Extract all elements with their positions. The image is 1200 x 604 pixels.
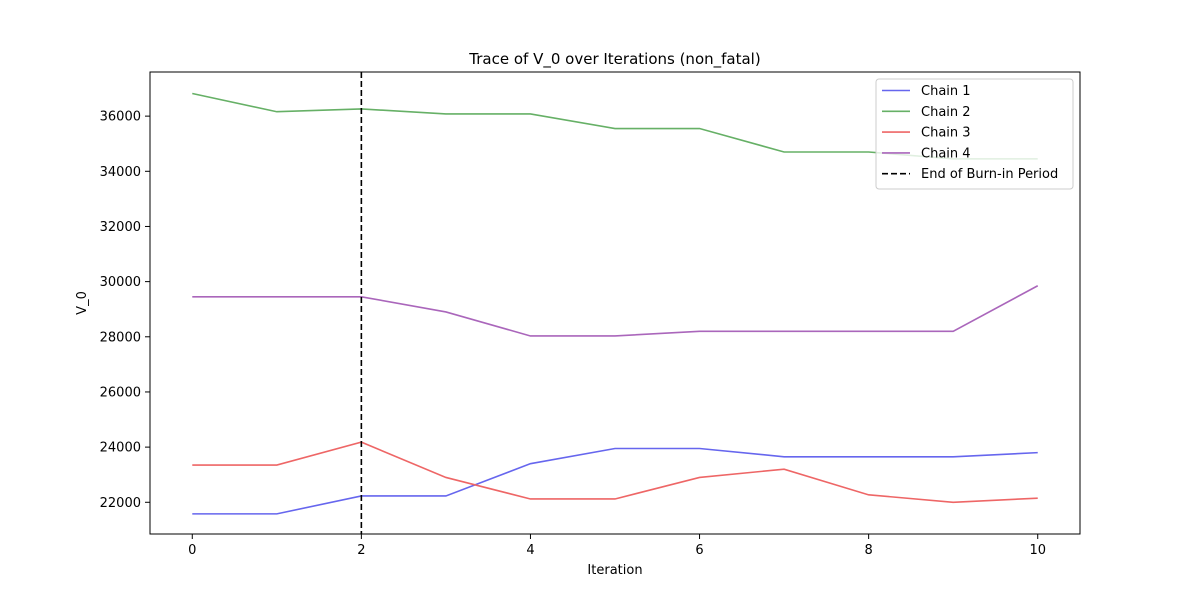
x-tick-label: 0 xyxy=(188,543,196,558)
legend-label: Chain 1 xyxy=(921,84,971,99)
series-line-chain-4 xyxy=(192,285,1039,337)
x-tick-label: 2 xyxy=(357,543,365,558)
legend: Chain 1 Chain 2 Chain 3 Chain 4 End of Burn-… xyxy=(875,78,1074,190)
legend-box xyxy=(875,78,1074,190)
series-line-chain-1 xyxy=(192,447,1038,515)
x-tick-label: 8 xyxy=(864,543,872,558)
x-axis-label: Iteration xyxy=(587,563,642,578)
y-tick-label: 24000 xyxy=(100,441,141,456)
y-tick-label: 32000 xyxy=(100,220,141,235)
x-axis: 0 2 4 6 8 10 xyxy=(188,534,1046,558)
plot-frame xyxy=(149,71,1081,535)
y-tick-label: 28000 xyxy=(100,330,141,345)
legend-label: Chain 4 xyxy=(921,146,971,161)
y-tick-label: 34000 xyxy=(100,165,141,180)
x-tick-label: 6 xyxy=(695,543,703,558)
chart-title: Trace of V_0 over Iterations (non_fatal) xyxy=(468,50,760,69)
legend-label: Chain 3 xyxy=(921,126,971,141)
series-line-chain-3 xyxy=(192,441,1038,504)
x-tick-label: 10 xyxy=(1029,543,1046,558)
legend-label: End of Burn-in Period xyxy=(921,167,1058,182)
y-tick-label: 26000 xyxy=(100,385,141,400)
y-axis: 22000 24000 26000 28000 30000 32000 34000 36000 xyxy=(100,110,150,511)
y-tick-label: 36000 xyxy=(100,110,141,125)
y-tick-label: 22000 xyxy=(100,496,141,511)
y-tick-label: 30000 xyxy=(100,275,141,290)
legend-label: Chain 2 xyxy=(921,105,971,120)
x-tick-label: 4 xyxy=(526,543,534,558)
y-axis-label: V_0 xyxy=(75,291,90,315)
